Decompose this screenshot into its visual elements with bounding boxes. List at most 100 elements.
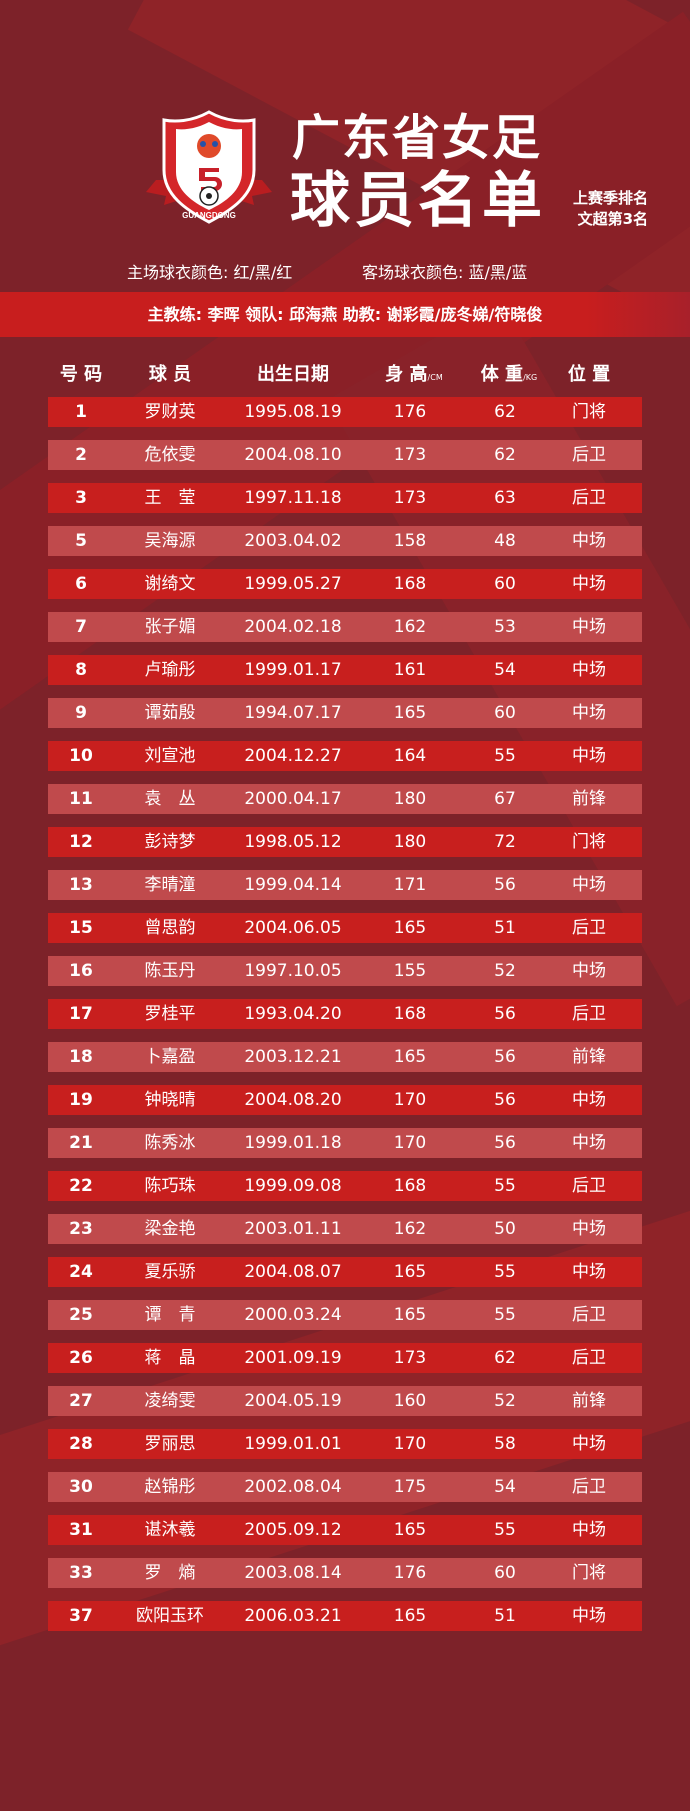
last-season-value: 文超第3名	[577, 210, 648, 228]
table-row: 9 谭茹殷 1994.07.17 165 60 中场	[48, 698, 642, 728]
table-row: 27 凌绮雯 2004.05.19 160 52 前锋	[48, 1386, 642, 1416]
player-height: 175	[393, 1477, 427, 1497]
player-name: 刘宣池	[144, 746, 196, 766]
table-header: 号 码 球 员 出生日期 身 高/CM 体 重/KG 位 置	[48, 360, 642, 386]
player-position: 中场	[572, 617, 606, 637]
player-name: 钟晓晴	[144, 1090, 196, 1110]
player-birth-date: 1994.07.17	[244, 703, 342, 723]
player-number: 18	[69, 1047, 93, 1067]
player-name: 凌绮雯	[144, 1391, 196, 1411]
player-weight: 67	[494, 789, 516, 809]
player-name: 罗丽思	[144, 1434, 196, 1454]
table-row: 18 卜嘉盈 2003.12.21 165 56 前锋	[48, 1042, 642, 1072]
player-name: 陈玉丹	[144, 961, 196, 981]
player-weight: 55	[494, 1176, 516, 1196]
table-row: 3 王 莹 1997.11.18 173 63 后卫	[48, 483, 642, 513]
table-row: 28 罗丽思 1999.01.01 170 58 中场	[48, 1429, 642, 1459]
table-row: 31 谌沐羲 2005.09.12 165 55 中场	[48, 1515, 642, 1545]
player-position: 后卫	[572, 488, 606, 508]
player-name: 谭茹殷	[144, 703, 196, 723]
player-position: 后卫	[572, 918, 606, 938]
player-birth-date: 1999.01.01	[244, 1434, 342, 1454]
away-kit-colors: 客场球衣颜色: 蓝/黑/蓝	[362, 263, 528, 282]
player-name: 王 莹	[144, 488, 196, 508]
table-row: 15 曾思韵 2004.06.05 165 51 后卫	[48, 913, 642, 943]
player-number: 23	[69, 1219, 93, 1239]
player-name: 赵锦彤	[144, 1477, 196, 1497]
player-weight: 53	[494, 617, 516, 637]
player-weight: 55	[494, 1305, 516, 1325]
player-weight: 60	[494, 574, 516, 594]
player-position: 中场	[572, 961, 606, 981]
player-name: 曾思韵	[144, 918, 196, 938]
player-position: 后卫	[572, 1176, 606, 1196]
player-birth-date: 1998.05.12	[244, 832, 342, 852]
player-number: 12	[69, 832, 93, 852]
header-height: 身 高/CM	[385, 360, 442, 386]
player-birth-date: 2005.09.12	[244, 1520, 342, 1540]
player-position: 中场	[572, 1133, 606, 1153]
table-row: 30 赵锦彤 2002.08.04 175 54 后卫	[48, 1472, 642, 1502]
player-name: 夏乐骄	[144, 1262, 196, 1282]
player-weight: 56	[494, 1133, 516, 1153]
player-weight: 48	[494, 531, 516, 551]
header-number: 号 码	[59, 364, 103, 385]
player-position: 中场	[572, 531, 606, 551]
player-birth-date: 2000.03.24	[244, 1305, 342, 1325]
player-position: 后卫	[572, 1004, 606, 1024]
header-height-label: 身 高	[385, 364, 428, 385]
player-position: 门将	[572, 1563, 606, 1583]
player-weight: 50	[494, 1219, 516, 1239]
player-weight: 58	[494, 1434, 516, 1454]
table-row: 33 罗 熵 2003.08.14 176 60 门将	[48, 1558, 642, 1588]
player-position: 中场	[572, 574, 606, 594]
player-number: 21	[69, 1133, 93, 1153]
player-position: 中场	[572, 1434, 606, 1454]
player-number: 27	[69, 1391, 93, 1411]
player-height: 158	[393, 531, 427, 551]
player-height: 173	[393, 488, 427, 508]
player-number: 33	[69, 1563, 93, 1583]
player-position: 中场	[572, 703, 606, 723]
player-weight: 54	[494, 660, 516, 680]
header-weight-label: 体 重	[480, 364, 524, 385]
table-row: 37 欧阳玉环 2006.03.21 165 51 中场	[48, 1601, 642, 1631]
player-weight: 56	[494, 1090, 516, 1110]
player-weight: 54	[494, 1477, 516, 1497]
player-height: 165	[393, 1520, 427, 1540]
header-height-unit: /CM	[427, 373, 443, 382]
table-row: 7 张子媚 2004.02.18 162 53 中场	[48, 612, 642, 642]
player-position: 中场	[572, 1606, 606, 1626]
last-season-label: 上赛季排名	[572, 189, 648, 207]
player-birth-date: 2004.02.18	[244, 617, 342, 637]
player-number: 28	[69, 1434, 93, 1454]
player-number: 7	[75, 617, 87, 637]
player-name: 陈巧珠	[144, 1176, 196, 1196]
player-birth-date: 2003.01.11	[244, 1219, 342, 1239]
player-weight: 56	[494, 1004, 516, 1024]
player-weight: 51	[494, 918, 516, 938]
player-height: 180	[393, 789, 427, 809]
player-height: 171	[393, 875, 427, 895]
table-row: 13 李晴潼 1999.04.14 171 56 中场	[48, 870, 642, 900]
player-birth-date: 1997.10.05	[244, 961, 342, 981]
player-number: 24	[69, 1262, 93, 1282]
player-number: 26	[69, 1348, 93, 1368]
player-birth-date: 2004.08.10	[244, 445, 342, 465]
player-name: 梁金艳	[144, 1219, 196, 1239]
player-height: 168	[393, 574, 427, 594]
player-position: 前锋	[572, 1391, 606, 1411]
player-name: 危依雯	[144, 445, 196, 465]
player-position: 中场	[572, 1090, 606, 1110]
player-number: 25	[69, 1305, 93, 1325]
table-row: 10 刘宣池 2004.12.27 164 55 中场	[48, 741, 642, 771]
player-number: 15	[69, 918, 93, 938]
player-birth-date: 1999.01.17	[244, 660, 342, 680]
svg-text:GUANGDONG: GUANGDONG	[182, 211, 236, 220]
player-height: 170	[393, 1434, 427, 1454]
player-weight: 60	[494, 703, 516, 723]
header-weight-unit: /KG	[523, 373, 538, 382]
player-name: 张子媚	[144, 617, 196, 637]
player-birth-date: 1993.04.20	[244, 1004, 342, 1024]
table-row: 24 夏乐骄 2004.08.07 165 55 中场	[48, 1257, 642, 1287]
